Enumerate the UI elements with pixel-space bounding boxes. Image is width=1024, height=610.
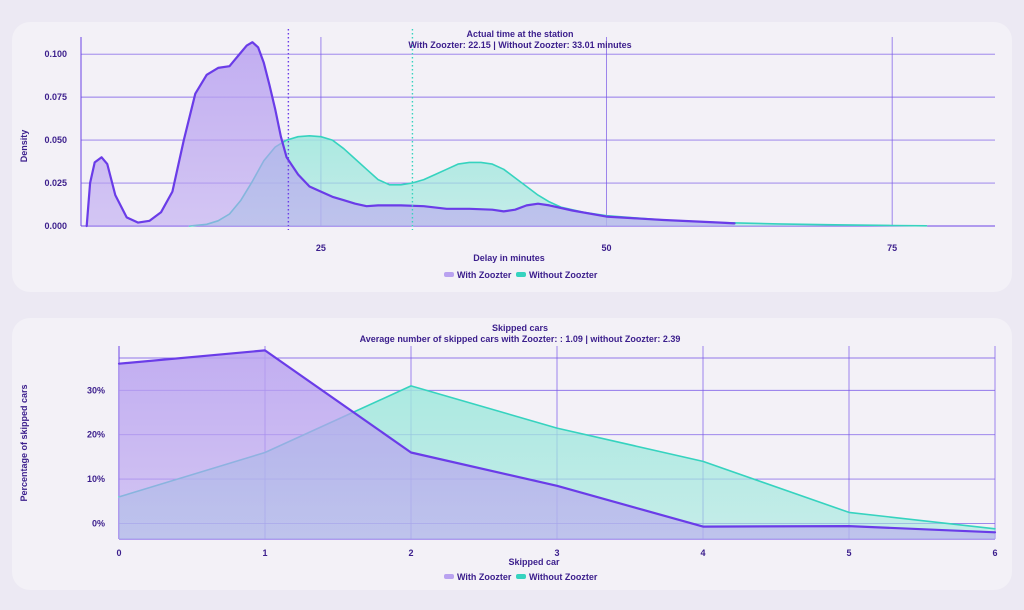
x-tick-label: 0	[116, 548, 121, 558]
x-tick-label: 2	[408, 548, 413, 558]
legend-label-without-zoozter: Without Zoozter	[529, 270, 598, 280]
density-chart-panel: 0.000 0.025 0.050 0.075 0.100 25 50 75 Actual ti…	[12, 22, 1012, 292]
x-tick-label: 4	[700, 548, 705, 558]
y-tick-label: 20%	[87, 430, 105, 440]
chart-subtitle: With Zoozter: 22.15 | Without Zoozter: 3…	[408, 40, 631, 50]
legend-label-with-zoozter: With Zoozter	[457, 572, 512, 582]
chart-title: Skipped cars	[492, 323, 548, 333]
x-tick-label: 1	[262, 548, 267, 558]
x-tick-label: 50	[602, 243, 612, 253]
y-tick-label: 0.025	[44, 178, 67, 188]
legend-label-with-zoozter: With Zoozter	[457, 270, 512, 280]
area-without-zoozter	[189, 135, 927, 226]
chart-title: Actual time at the station	[466, 29, 573, 39]
legend-swatch-with-zoozter	[444, 272, 454, 277]
area-with-zoozter	[86, 42, 735, 227]
y-tick-label: 0%	[92, 518, 105, 528]
x-axis-label: Skipped car	[508, 557, 560, 567]
y-axis-label: Density	[19, 130, 29, 163]
density-chart: 0.000 0.025 0.050 0.075 0.100 25 50 75 Actual ti…	[19, 29, 995, 280]
y-axis-label: Percentage of skipped cars	[19, 384, 29, 501]
y-tick-label: 0.000	[44, 221, 67, 231]
x-tick-label: 25	[316, 243, 326, 253]
x-tick-label: 5	[846, 548, 851, 558]
y-tick-label: 0.075	[44, 92, 67, 102]
line-with-zoozter	[117, 349, 997, 534]
x-axis-label: Delay in minutes	[473, 253, 545, 263]
x-tick-label: 75	[887, 243, 897, 253]
area-with-zoozter	[119, 350, 995, 539]
x-tick-label: 6	[992, 548, 997, 558]
legend-swatch-with-zoozter	[444, 574, 454, 579]
y-tick-label: 0.050	[44, 135, 67, 145]
x-tick-label: 3	[554, 548, 559, 558]
y-tick-label: 10%	[87, 474, 105, 484]
y-tick-label: 30%	[87, 385, 105, 395]
legend-label-without-zoozter: Without Zoozter	[529, 572, 598, 582]
y-tick-label: 0.100	[44, 49, 67, 59]
legend-swatch-without-zoozter	[516, 574, 526, 579]
chart-subtitle: Average number of skipped cars with Zooz…	[360, 334, 681, 344]
legend-swatch-without-zoozter	[516, 272, 526, 277]
skipped-cars-chart-panel: 0% 10% 20% 30% 0 1 2 3 4 5 6 Skipped cars Average nu…	[12, 318, 1012, 590]
line-with-zoozter	[85, 41, 736, 228]
